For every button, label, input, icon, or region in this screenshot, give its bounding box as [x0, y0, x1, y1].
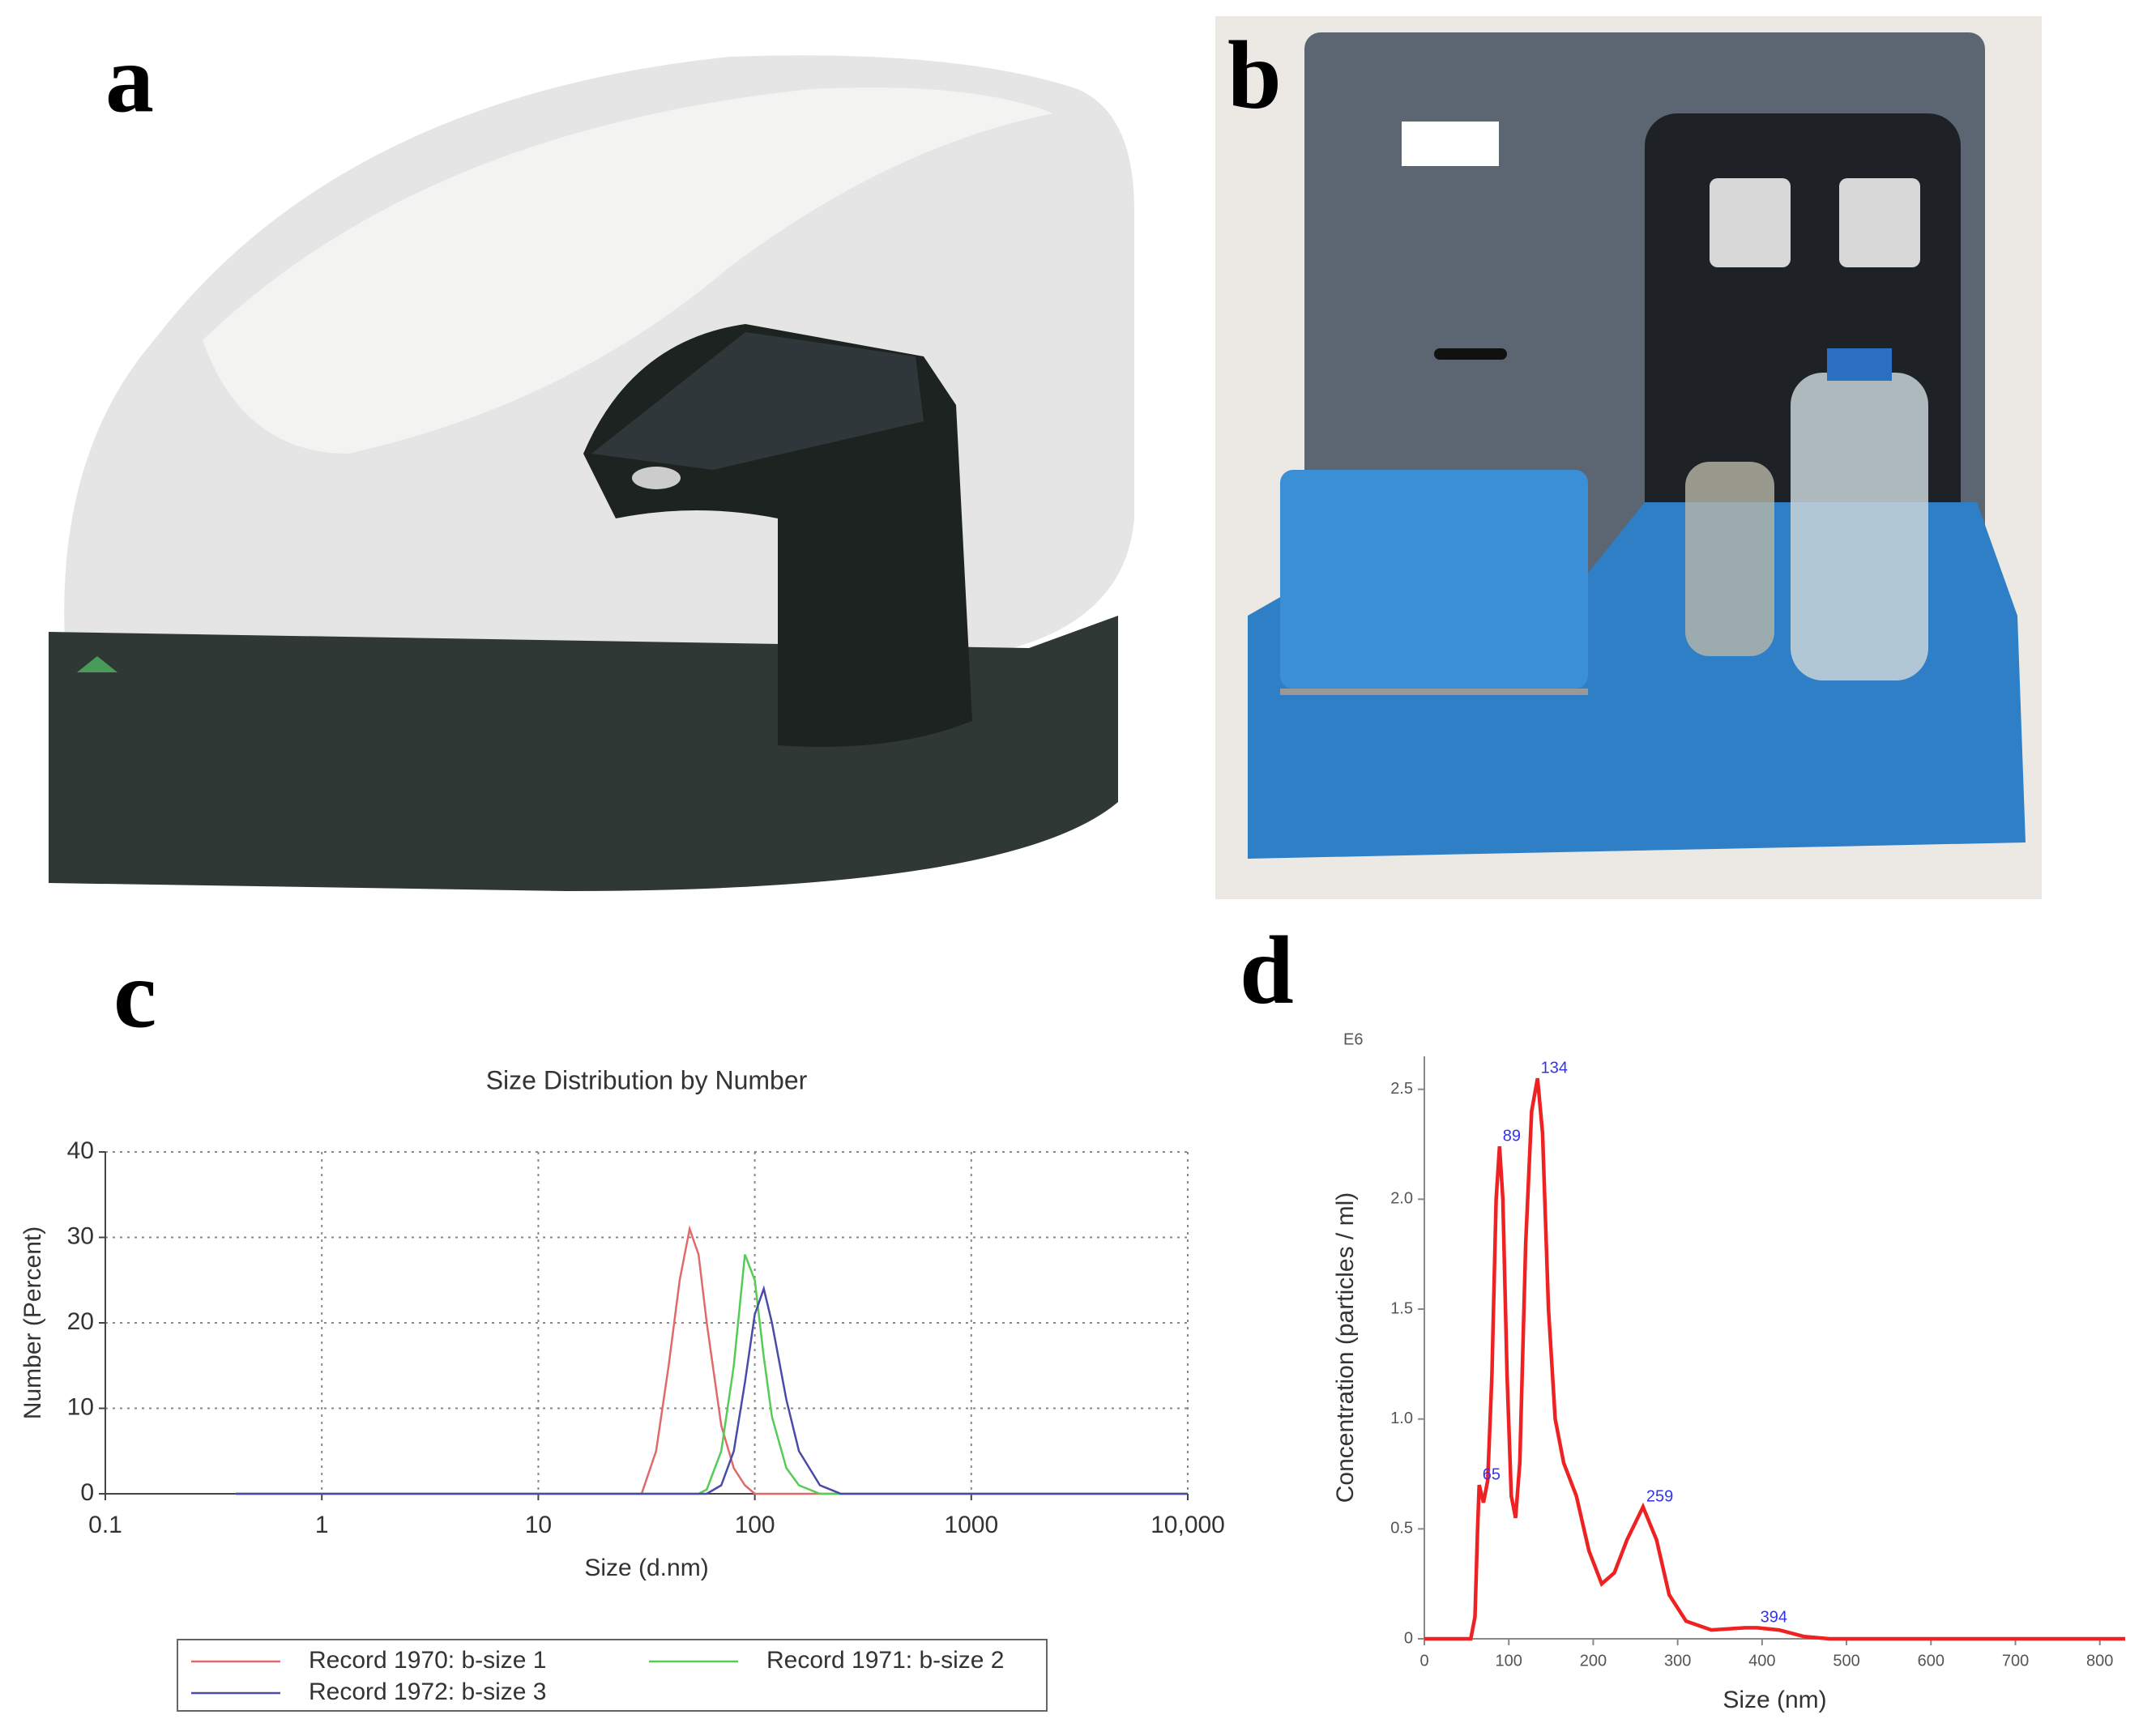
- x-tick-label: 400: [1748, 1652, 1775, 1670]
- x-axis-label: Size (d.nm): [584, 1555, 708, 1581]
- y-tick-label: 30: [67, 1222, 94, 1249]
- series-line: [235, 1285, 1188, 1495]
- y-tick-label: 10: [67, 1393, 94, 1420]
- y-tick-label: 0: [80, 1479, 94, 1506]
- y-axis-label: Number (Percent): [19, 1226, 46, 1419]
- y-tick-label: 0.5: [1390, 1520, 1413, 1538]
- x-tick-label: 100: [735, 1512, 775, 1538]
- x-tick-label: 600: [1918, 1652, 1944, 1670]
- legend-label: Record 1970: b-size 1: [309, 1647, 547, 1674]
- chart-title: Size Distribution by Number: [486, 1065, 808, 1094]
- panel-label: b: [1227, 21, 1282, 129]
- panel-label: a: [105, 25, 154, 133]
- x-tick-label: 10,000: [1150, 1512, 1225, 1538]
- legend-box: [177, 1639, 1048, 1712]
- x-tick-label: 800: [2086, 1652, 2113, 1670]
- x-tick-label: 700: [2002, 1652, 2029, 1670]
- y-tick-label: 40: [67, 1137, 94, 1164]
- y-tick-label: 1.5: [1390, 1299, 1413, 1317]
- peak-label: 65: [1483, 1465, 1501, 1483]
- legend-label: Record 1972: b-size 3: [309, 1678, 547, 1705]
- y-axis-label: Concentration (particles / ml): [1332, 1192, 1359, 1503]
- series-line: [1424, 1077, 2125, 1641]
- y-tick-label: 2.5: [1390, 1080, 1413, 1098]
- peak-label: 394: [1761, 1609, 1787, 1627]
- peak-label: 259: [1646, 1487, 1673, 1505]
- x-tick-label: 0: [1419, 1652, 1428, 1670]
- panel-label: d: [1240, 916, 1294, 1024]
- series-line: [235, 1225, 1188, 1495]
- peak-label: 89: [1503, 1128, 1521, 1145]
- y-tick-label: 0: [1404, 1629, 1413, 1647]
- legend-label: Record 1971: b-size 2: [766, 1647, 1005, 1674]
- y-tick-label: 2.0: [1390, 1190, 1413, 1208]
- x-tick-label: 300: [1664, 1652, 1691, 1670]
- x-tick-label: 1: [315, 1512, 329, 1538]
- y-axis-unit: E6: [1343, 1030, 1363, 1048]
- peak-label: 134: [1541, 1059, 1568, 1077]
- x-tick-label: 100: [1496, 1652, 1522, 1670]
- x-tick-label: 0.1: [88, 1512, 122, 1538]
- panel-label: c: [113, 941, 156, 1048]
- y-tick-label: 1.0: [1390, 1410, 1413, 1427]
- y-tick-label: 20: [67, 1308, 94, 1335]
- photo-b: [1215, 16, 2042, 899]
- x-tick-label: 200: [1580, 1652, 1607, 1670]
- photo-a: [49, 55, 1135, 891]
- x-tick-label: 10: [525, 1512, 552, 1538]
- x-axis-label: Size (nm): [1723, 1687, 1826, 1713]
- x-tick-label: 1000: [944, 1512, 998, 1538]
- series-line: [235, 1254, 1188, 1495]
- x-tick-label: 500: [1833, 1652, 1859, 1670]
